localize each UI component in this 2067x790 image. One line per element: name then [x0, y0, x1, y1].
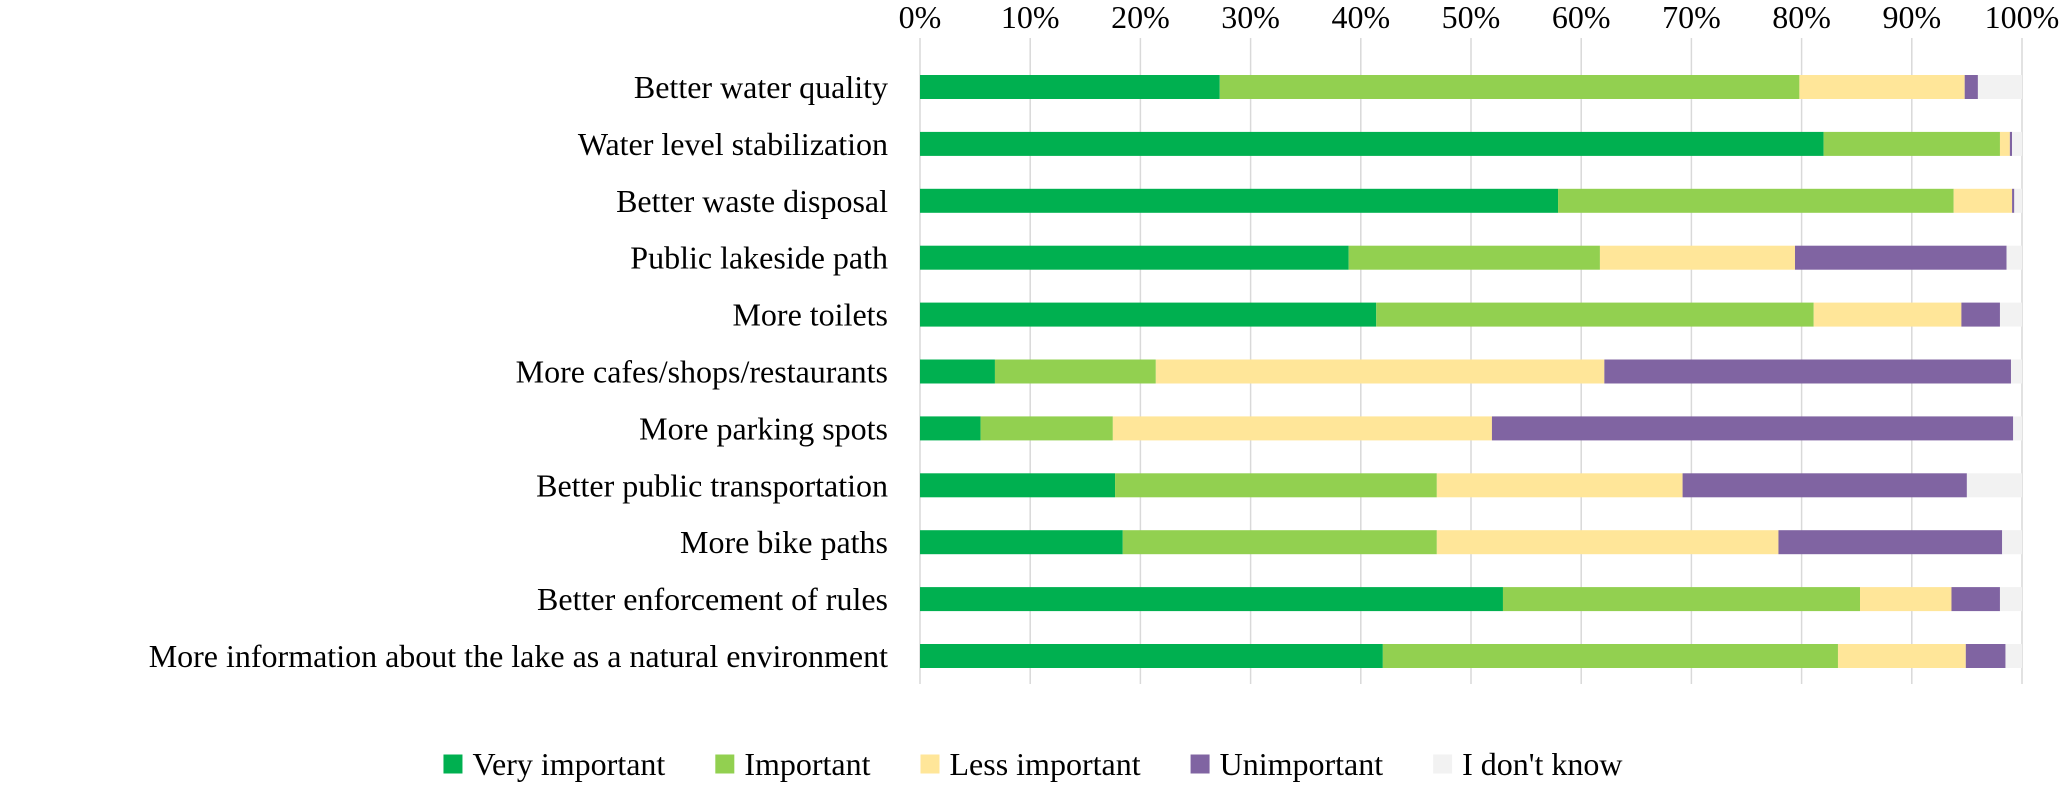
legend-swatch	[1433, 754, 1453, 774]
category-label: Better water quality	[634, 69, 888, 105]
bar-segment	[1112, 416, 1492, 441]
bar-segment	[1436, 530, 1779, 555]
bar-segment	[920, 75, 1220, 99]
category-label: Better public transportation	[536, 467, 888, 503]
legend-label: Very important	[472, 746, 665, 782]
bar-segment	[2012, 188, 2015, 213]
x-tick-label: 40%	[1331, 0, 1390, 35]
bar-segment	[1436, 473, 1683, 498]
x-tick-label: 20%	[1111, 0, 1170, 35]
x-tick-label: 0%	[899, 0, 942, 35]
bar-segment	[920, 530, 1123, 555]
bar-segment	[2013, 416, 2022, 441]
bar-segment	[1860, 587, 1952, 612]
bar-segment	[1794, 245, 2007, 270]
bar-segment	[1122, 530, 1437, 555]
bar-segment	[2012, 131, 2022, 156]
bar-segment	[2009, 131, 2013, 156]
x-tick-label: 70%	[1662, 0, 1721, 35]
category-label: More cafes/shops/restaurants	[516, 354, 888, 390]
bar-segment	[1348, 245, 1600, 270]
x-tick-label: 100%	[1985, 0, 2060, 35]
bar-segment	[920, 359, 995, 384]
bar-segment	[1966, 473, 2022, 498]
bar-segment	[2005, 644, 2022, 668]
bar-segment	[1599, 245, 1795, 270]
x-tick-label: 80%	[1772, 0, 1831, 35]
bar-segment	[920, 245, 1349, 270]
bar-segment	[1965, 644, 2006, 668]
bar-segment	[1964, 75, 1978, 99]
y-axis-category-labels: Better water quality Water level stabiliz…	[149, 69, 888, 674]
x-axis-tick-labels: 0% 10% 20% 30% 40% 50% 60% 70% 80% 90% 100%	[899, 0, 2060, 35]
bar-segment	[920, 188, 1559, 213]
x-tick-label: 10%	[1001, 0, 1060, 35]
category-label: More toilets	[732, 297, 888, 333]
legend-swatch	[715, 754, 735, 774]
category-label: Better enforcement of rules	[537, 581, 888, 617]
bar-segment	[2006, 245, 2022, 270]
bar-segment	[920, 587, 1503, 612]
bar-segment	[1382, 644, 1838, 668]
bar-segment	[1813, 302, 1962, 327]
bar-segment	[1376, 302, 1814, 327]
category-label: More information about the lake as a nat…	[149, 638, 888, 674]
bar-segment	[1837, 644, 1966, 668]
bar-segment	[1604, 359, 2011, 384]
bar-segment	[1951, 587, 2000, 612]
bar-segment	[2014, 188, 2022, 213]
legend-label: I don't know	[1462, 746, 1622, 782]
bar-segment	[1115, 473, 1437, 498]
bars	[920, 75, 2022, 668]
legend-label: Less important	[950, 746, 1141, 782]
bar-segment	[1491, 416, 2014, 441]
x-tick-label: 50%	[1442, 0, 1501, 35]
bar-segment	[1999, 131, 2010, 156]
bar-segment	[920, 131, 1824, 156]
bar-segment	[1778, 530, 2003, 555]
legend-swatch	[443, 754, 463, 774]
bar-segment	[1953, 188, 2013, 213]
category-label: Water level stabilization	[578, 126, 888, 162]
legend-label: Important	[744, 746, 870, 782]
bar-segment	[1219, 75, 1800, 99]
category-label: More parking spots	[639, 410, 888, 446]
bar-segment	[980, 416, 1113, 441]
legend-swatch	[1190, 754, 1210, 774]
legend: Very important Important Less important Uni…	[443, 746, 1623, 782]
bar-segment	[1961, 302, 2000, 327]
bar-segment	[1999, 302, 2022, 327]
x-tick-label: 30%	[1221, 0, 1280, 35]
legend-label: Unimportant	[1220, 746, 1384, 782]
x-tick-label: 60%	[1552, 0, 1611, 35]
bar-segment	[920, 644, 1383, 668]
bar-segment	[920, 416, 981, 441]
bar-segment	[1977, 75, 2022, 99]
bar-segment	[1502, 587, 1861, 612]
bar-segment	[1999, 587, 2022, 612]
bar-segment	[1155, 359, 1605, 384]
bar-segment	[1558, 188, 1954, 213]
bar-segment	[1823, 131, 2000, 156]
x-tick-label: 90%	[1882, 0, 1941, 35]
bar-segment	[920, 302, 1377, 327]
bar-segment	[2002, 530, 2022, 555]
category-label: More bike paths	[680, 524, 888, 560]
legend-swatch	[920, 754, 940, 774]
category-label: Public lakeside path	[630, 240, 888, 276]
bar-segment	[994, 359, 1156, 384]
bar-segment	[1682, 473, 1967, 498]
bar-segment	[920, 473, 1116, 498]
category-label: Better waste disposal	[616, 183, 888, 219]
bar-segment	[1799, 75, 1965, 99]
bar-segment	[2010, 359, 2022, 384]
